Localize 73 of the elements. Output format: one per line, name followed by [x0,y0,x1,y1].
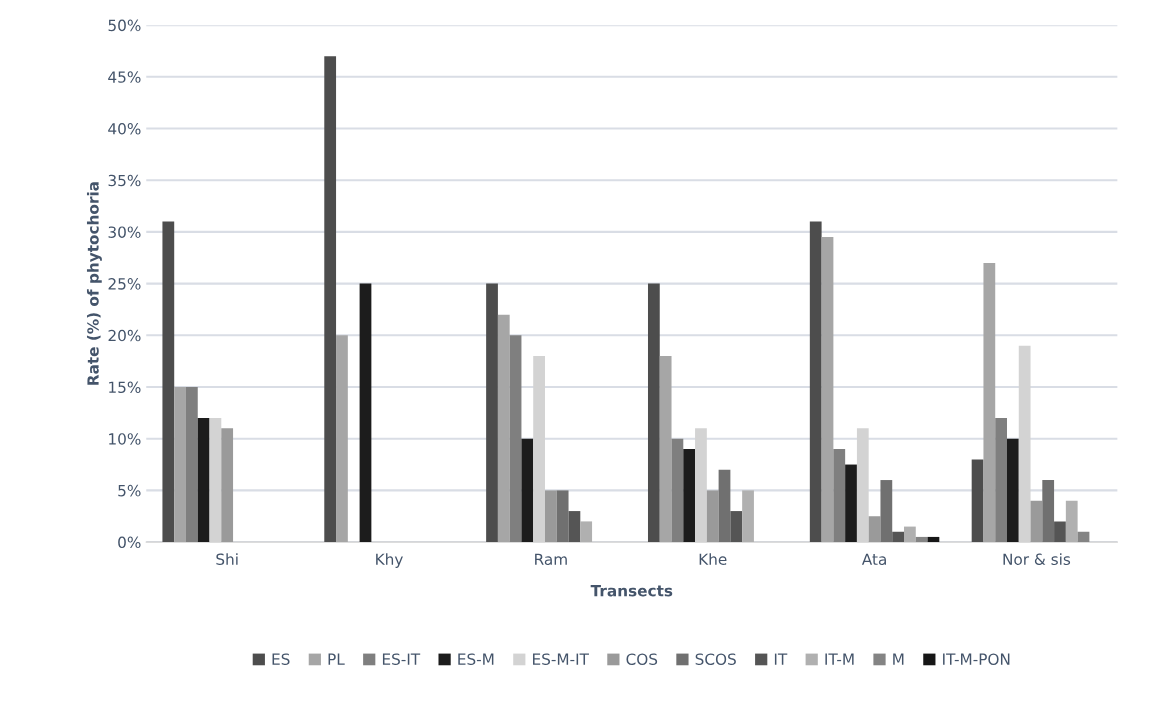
legend-label: ES-M [458,653,494,665]
bar [1077,531,1090,543]
bar [659,355,672,543]
y-tick-label: 30% [108,226,141,238]
bar [1054,521,1066,543]
bar [821,237,834,543]
bar [995,418,1007,543]
bar [730,511,743,543]
bar [521,438,534,543]
y-tick-label: 35% [108,174,141,187]
legend-label: COS [626,653,658,665]
y-tick-label: 15% [109,381,141,394]
y-tick-label: 0% [118,536,141,549]
bar [221,428,234,543]
bar [185,387,198,543]
bar [509,335,522,543]
bar [497,314,510,543]
bar [927,536,940,543]
bar [809,221,822,543]
bar [162,221,175,543]
x-tick-label: Ata [861,553,886,566]
bar [1007,438,1019,543]
y-tick-label: 50% [108,19,141,32]
bar [336,335,348,543]
bar [971,459,984,543]
x-axis-title: Transects [590,585,673,597]
bar [1065,500,1078,543]
y-tick-label: 5% [118,484,141,497]
bar [706,490,719,543]
y-axis-title: Rate (%) of phytochoria [86,182,102,385]
legend-label: ES-M-IT [533,653,589,665]
legend-label: ES [272,653,290,665]
legend-label: SCOS [695,653,736,665]
legend-label: IT-M [825,653,854,665]
legend-label: PL [328,653,345,665]
bar [324,56,337,543]
bar [983,262,996,543]
bar [868,516,881,543]
y-tick-label: 25% [108,278,141,290]
bar [892,531,904,543]
y-tick-label: 40% [108,122,141,135]
bar [174,387,186,543]
bar [845,464,857,543]
bar [718,469,731,543]
bar [833,449,846,543]
bar [556,490,569,543]
bar [544,490,557,543]
bar [197,418,210,543]
bar [1030,500,1043,543]
bar [683,449,696,543]
bar [915,536,928,543]
bar [1042,480,1055,543]
bar [359,283,372,543]
bar [742,490,754,543]
x-tick-label: Shi [216,553,238,566]
x-tick-label: Khy [376,553,403,568]
bar [880,480,893,543]
bar [568,511,581,543]
bar [647,283,660,543]
x-tick-label: Ram [535,553,567,566]
bar [486,283,498,543]
y-tick-label: 45% [108,71,141,83]
x-tick-label: Nor & sis [1003,553,1071,566]
legend-label: M [893,653,904,665]
legend-label: ES-IT [382,653,421,665]
y-tick-label: 20% [108,329,141,342]
bar [904,526,916,543]
bar [671,438,684,543]
x-tick-label: Khe [699,553,727,566]
y-tick-label: 10% [109,433,141,445]
legend-label: IT-M-PON [943,653,1010,665]
legend-label: IT [774,653,788,665]
bar [580,521,593,543]
